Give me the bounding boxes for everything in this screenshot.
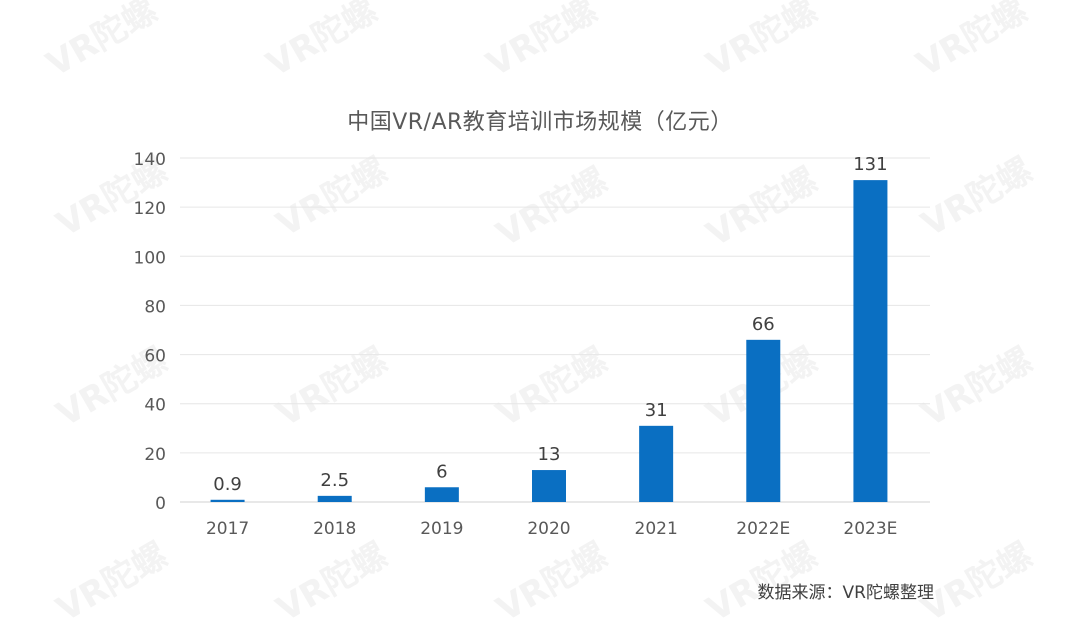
- data-label: 66: [752, 314, 775, 335]
- source-note: 数据来源：VR陀螺整理: [757, 583, 934, 603]
- bar: [317, 495, 352, 502]
- x-tick-label: 2018: [313, 519, 356, 539]
- y-tick-label: 40: [144, 396, 166, 416]
- bar: [210, 499, 245, 502]
- x-tick-label: 2021: [635, 519, 678, 539]
- y-tick-label: 0: [155, 494, 166, 514]
- y-tick-label: 100: [134, 248, 166, 268]
- chart-title: 中国VR/AR教育培训市场规模（亿元）: [347, 110, 733, 135]
- bar: [853, 180, 888, 502]
- data-label: 31: [645, 400, 668, 421]
- bar: [532, 470, 566, 502]
- bar: [746, 339, 781, 502]
- y-tick-label: 80: [144, 297, 166, 317]
- y-tick-label: 20: [144, 445, 166, 465]
- x-tick-label: 2023E: [843, 519, 897, 539]
- y-tick-label: 140: [134, 150, 166, 170]
- data-label: 6: [436, 461, 447, 482]
- x-tick-label: 2017: [206, 519, 249, 539]
- data-label: 2.5: [320, 470, 349, 491]
- y-tick-label: 120: [134, 199, 166, 219]
- data-label: 131: [853, 154, 887, 175]
- x-tick-label: 2022E: [736, 519, 790, 539]
- y-tick-label: 60: [144, 347, 166, 367]
- bar: [639, 425, 674, 502]
- x-tick-label: 2019: [420, 519, 463, 539]
- data-label: 0.9: [213, 474, 242, 495]
- x-tick-label: 2020: [527, 519, 570, 539]
- bar: [424, 487, 459, 502]
- data-label: 13: [538, 444, 561, 465]
